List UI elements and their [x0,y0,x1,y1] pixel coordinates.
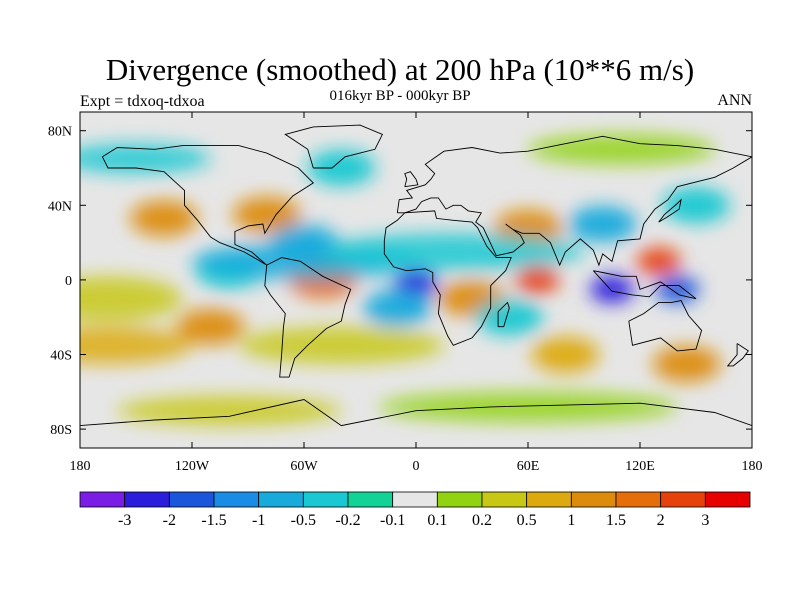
field-blob [307,150,376,186]
colorbar-swatch [570,491,617,508]
coastline-british-isles [404,171,419,188]
field-blob [590,275,634,304]
x-tick-label: 120E [625,459,655,474]
colorbar-swatch [124,491,170,508]
colorbar-label: 1 [567,512,575,529]
colorbar-label: -1.5 [201,512,226,529]
colorbar-label: 3 [701,512,709,529]
coastlines [80,124,752,427]
colorbar-swatch [79,491,126,508]
field-band [80,143,211,174]
coastline-north-america [101,145,315,266]
field-band [80,276,183,322]
colorbar-swatch [258,491,304,508]
coastline-madagascar [497,301,510,328]
field-blob [652,346,721,382]
field-band [117,395,342,426]
field-blob [130,200,198,237]
colorbar-label: 0.2 [472,512,492,529]
coastline-greenland [284,124,384,169]
colorbar-swatch [436,491,483,508]
colorbar-swatch [660,491,706,508]
colorbar-label: -1 [252,512,265,529]
coastline-south-america [264,257,352,378]
coastline-indonesia [592,270,697,300]
x-tick-label: 180 [70,459,91,474]
colorbar-swatch [168,491,215,508]
field-blob [363,290,432,326]
colorbar-label: -0.2 [335,512,360,529]
colorbar-label: 2 [657,512,665,529]
field-blob [475,299,544,336]
coastline-africa [383,210,512,346]
x-tick-label: 0 [413,459,420,474]
field-band [238,326,444,365]
x-tick-label: 60W [290,459,318,474]
axis-ticks: 180 120W 60W 0 60E 120E 180 80N 40N 0 40S 80S [48,112,763,474]
colorbar-label: 1.5 [606,512,626,529]
colorbar-label: 0.5 [517,512,537,529]
coastline-antarctica [80,399,752,427]
colorbar-swatch [347,491,394,508]
colorbar-label: -3 [118,512,131,529]
field-blob [662,187,730,224]
field-blob [636,247,681,276]
colorbar-swatch [481,491,528,508]
colorbar-swatch [213,491,260,508]
colorbar-label: -0.5 [291,512,316,529]
season-label: ANN [717,92,752,109]
y-tick-label: 80N [48,125,72,140]
colorbar-label: -2 [163,512,176,529]
y-tick-label: 80S [50,423,72,438]
field-band [528,134,715,165]
field-blob [515,266,560,294]
field-blob [176,308,245,345]
coastline-australia [628,299,703,352]
colorbar-swatch [704,491,751,508]
coastline-eurasia [396,135,752,267]
colorbar-swatch [526,491,572,508]
field-band [378,392,678,422]
y-tick-label: 40S [50,349,72,364]
colorbar-swatch [615,491,662,508]
x-tick-label: 180 [742,459,763,474]
coastline-japan [658,198,682,223]
field-blob [568,206,637,242]
x-tick-label: 120W [175,459,210,474]
y-tick-label: 40N [48,199,72,214]
x-tick-label: 60E [517,459,540,474]
field-blob [531,336,600,373]
field-band [322,233,584,271]
divergence-field [80,134,730,426]
chart-title: Divergence (smoothed) at 200 hPa (10**6 … [105,52,695,87]
colorbar-label: -0.1 [380,512,405,529]
colorbar-label: 0.1 [427,512,447,529]
coastline-new-zealand [726,343,749,367]
colorbar: -3 -2 -1.5 -1 -0.5 -0.2 -0.1 0.1 0.2 0.5 1 1.5 2 3 [79,491,751,529]
experiment-label: Expt = tdxoq-tdxoa [80,93,205,110]
colorbar-swatch [392,491,438,508]
chart-subtitle: 016kyr BP - 000kyr BP [329,88,471,104]
field-band [80,326,192,364]
field-blob [655,275,700,304]
colorbar-swatch [302,491,349,508]
y-tick-label: 0 [65,274,72,289]
